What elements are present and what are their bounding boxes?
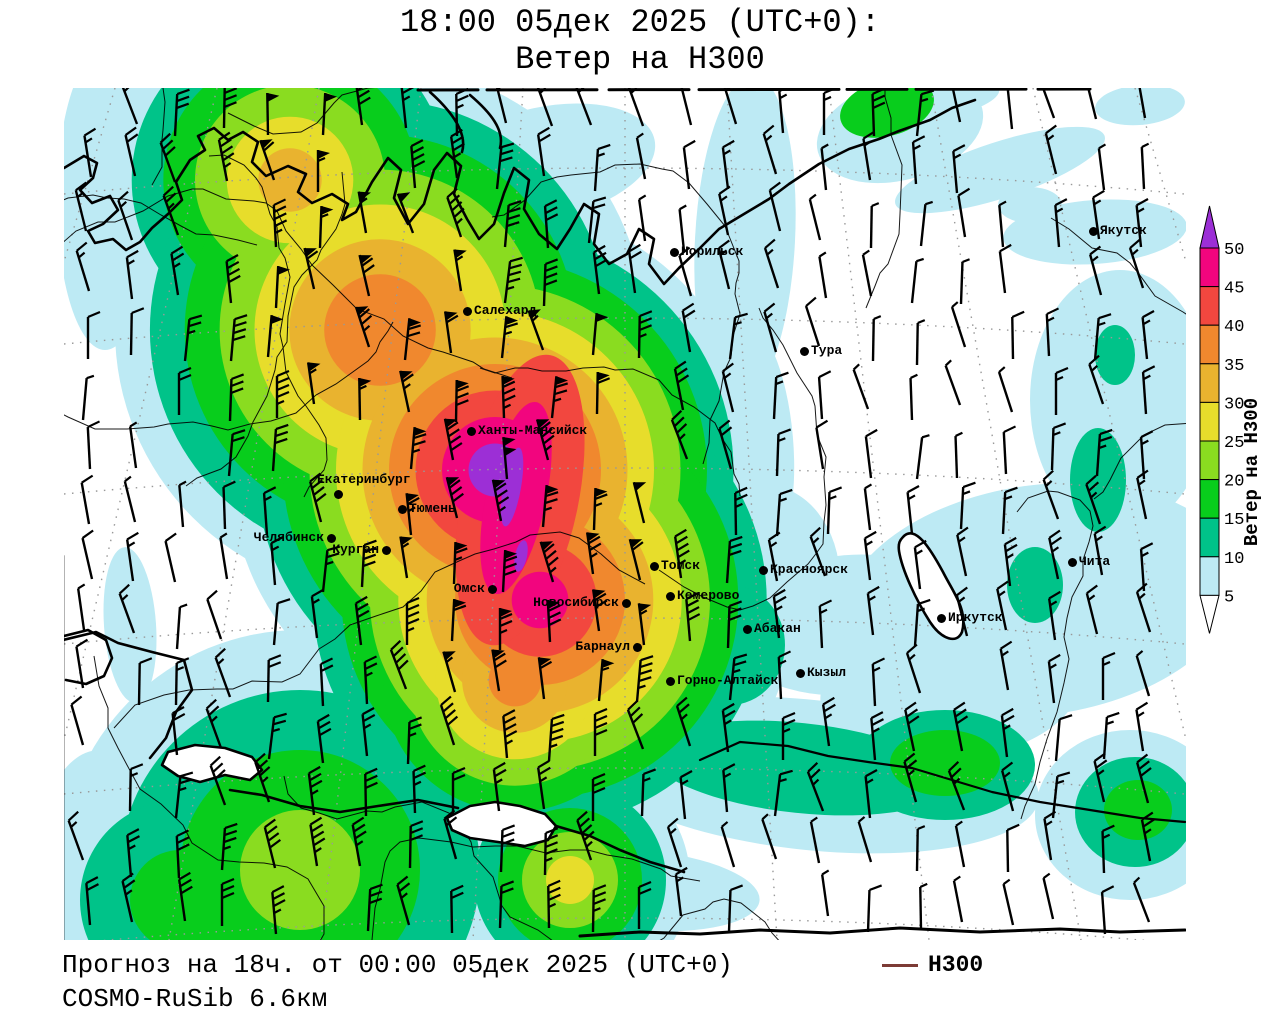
- h300-legend-line: [882, 963, 918, 967]
- city-dot: [466, 426, 476, 436]
- title-variable: Ветер на H300: [515, 41, 765, 78]
- colorbar-tick: 40: [1224, 318, 1244, 337]
- city-dot: [649, 561, 659, 571]
- city-label: Новосибирск: [533, 595, 619, 610]
- h300-legend-label: H300: [928, 952, 984, 978]
- city-label: Горно-Алтайск: [677, 673, 779, 688]
- footer-forecast-line: Прогноз на 18ч. от 00:00 05дек 2025 (UTC…: [62, 950, 733, 980]
- city-dot: [621, 598, 631, 608]
- city-label: Тура: [811, 343, 843, 358]
- city-label: Иркутск: [948, 610, 1003, 625]
- city-dot: [936, 613, 946, 623]
- city-dot: [462, 306, 472, 316]
- city-label: Омск: [453, 581, 485, 596]
- footer: Прогноз на 18ч. от 00:00 05дек 2025 (UTC…: [62, 948, 733, 1016]
- city-label: Тюмень: [409, 501, 456, 516]
- city-label: Норильск: [681, 244, 744, 259]
- city-label: Курган: [332, 542, 379, 557]
- city-dot: [665, 676, 675, 686]
- city-dot: [1067, 557, 1077, 567]
- city-dot: [326, 533, 336, 543]
- city-dot: [665, 591, 675, 601]
- city-dot: [397, 504, 407, 514]
- colorbar-tick: 5: [1224, 588, 1234, 607]
- wind-barbs: [67, 88, 1156, 935]
- city-label: Салехард: [474, 303, 537, 318]
- city-dot: [795, 668, 805, 678]
- city-label: Томск: [661, 558, 701, 573]
- city-label: Барнаул: [575, 639, 630, 654]
- colorbar-tick: 10: [1224, 550, 1244, 569]
- coastlines: [64, 88, 1186, 940]
- city-label: Екатеринбург: [317, 472, 411, 487]
- city-label: Кызыл: [807, 665, 847, 680]
- city-label: Якутск: [1100, 223, 1147, 238]
- city-dot: [333, 489, 343, 499]
- title-datetime: 18:00 05дек 2025 (UTC+0):: [399, 4, 881, 41]
- colorbar-tick: 30: [1224, 395, 1244, 414]
- city-label: Красноярск: [770, 562, 849, 577]
- footer-model-line: COSMO-RuSib 6.6км: [62, 984, 328, 1014]
- wind-speed-field: [64, 88, 1186, 940]
- colorbar-tick: 20: [1224, 473, 1244, 492]
- city-dot: [487, 584, 497, 594]
- city-label: Кемерово: [677, 588, 740, 603]
- city-label: Челябинск: [253, 530, 324, 545]
- city-label: Ханты-Мансийск: [478, 423, 588, 438]
- colorbar-label: Ветер на H300: [1241, 398, 1263, 546]
- city-dot: [1088, 226, 1098, 236]
- h300-legend: H300: [882, 951, 983, 979]
- page-title: 18:00 05дек 2025 (UTC+0): Ветер на H300: [0, 4, 1280, 78]
- city-label: Чита: [1079, 554, 1111, 569]
- city-dot: [758, 565, 768, 575]
- colorbar-tick: 45: [1224, 280, 1244, 299]
- colorbar: 50 45 40 35 30 25 20 15 10 5 Ветер на H300: [1199, 205, 1263, 634]
- colorbar-tick: 50: [1224, 241, 1244, 260]
- city-dot: [799, 346, 809, 356]
- colorbar-tick: 15: [1224, 511, 1244, 530]
- city-dot: [632, 642, 642, 652]
- city-label: Абакан: [754, 621, 801, 636]
- colorbar-tick: 35: [1224, 357, 1244, 376]
- city-dot: [381, 545, 391, 555]
- colorbar-tick: 25: [1224, 434, 1244, 453]
- city-dot: [669, 247, 679, 257]
- city-dot: [742, 624, 752, 634]
- colorbar-arrow-bottom: [1199, 594, 1220, 634]
